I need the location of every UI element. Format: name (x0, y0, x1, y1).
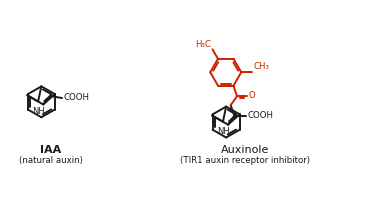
Text: O: O (249, 91, 256, 100)
Text: NH: NH (217, 127, 230, 136)
Text: H₃C: H₃C (195, 39, 211, 49)
Text: CH₃: CH₃ (254, 62, 270, 72)
Text: Auxinole: Auxinole (220, 145, 269, 155)
Text: (TIR1 auxin receptor inhibitor): (TIR1 auxin receptor inhibitor) (180, 156, 310, 165)
Text: COOH: COOH (63, 93, 89, 102)
Text: IAA: IAA (40, 145, 61, 155)
Text: COOH: COOH (248, 111, 274, 120)
Text: (natural auxin): (natural auxin) (19, 156, 82, 165)
Text: NH: NH (33, 107, 45, 116)
